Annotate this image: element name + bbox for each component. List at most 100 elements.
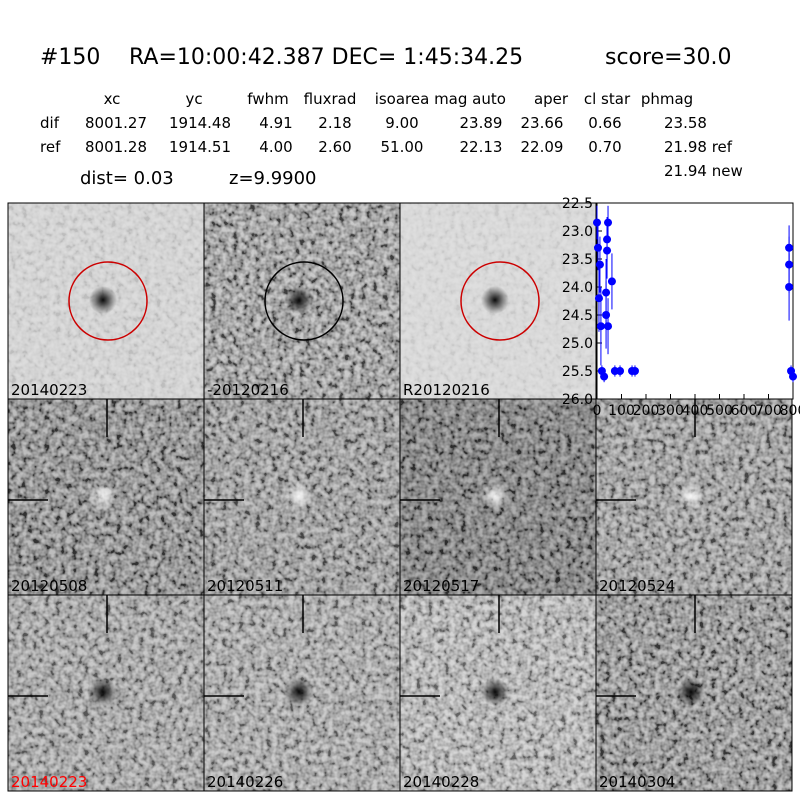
x-tick-label: 200: [633, 403, 660, 419]
y-tick-label: 25.5: [562, 364, 593, 380]
x-tick-label: 100: [608, 403, 635, 419]
data-point: [602, 311, 611, 319]
image-grid: 20140223 -20120216 R20120216 20120508 201205…: [7, 202, 793, 792]
y-tick-label: 23.5: [562, 252, 593, 268]
phmag-new: 21.94 new: [664, 162, 743, 180]
row-label: ref: [40, 138, 61, 156]
data-point: [785, 283, 794, 291]
data-point: [600, 372, 609, 381]
tile-label: -20120216: [207, 381, 289, 399]
table-cell: 8001.27: [85, 114, 147, 132]
column-header: fluxrad: [304, 90, 357, 108]
table-cell: 23.89: [460, 114, 503, 132]
image-tile: 20140304: [595, 594, 793, 792]
image-tile: 20140226: [203, 594, 401, 792]
data-point: [604, 218, 613, 227]
table-cell: 4.91: [259, 114, 292, 132]
source: [481, 678, 509, 706]
coordinates: RA=10:00:42.387 DEC= 1:45:34.25: [129, 45, 523, 70]
tile-label: 20140223: [11, 773, 87, 791]
table-cell: 1914.48: [169, 114, 231, 132]
y-tick-label: 26.0: [562, 392, 593, 408]
source: [89, 286, 117, 314]
image-tile: 20120524: [595, 398, 793, 596]
tile-label: 20140304: [599, 773, 675, 791]
table-cell: 2.60: [318, 138, 351, 156]
x-tick-label: 500: [706, 403, 733, 419]
tile-label: 20140226: [207, 773, 283, 791]
data-point: [594, 294, 603, 303]
image-tile: 20140228: [399, 594, 597, 792]
y-tick-label: 24.0: [562, 280, 593, 296]
score: score=30.0: [605, 45, 732, 70]
x-tick-label: 400: [682, 403, 709, 419]
table-cell: 22.13: [460, 138, 503, 156]
source: [677, 482, 705, 510]
x-tick-label: 600: [731, 403, 758, 419]
tile-label: 20140228: [403, 773, 479, 791]
image-tile: 20120517: [399, 398, 597, 596]
image-tile: 20120511: [203, 398, 401, 596]
tile-label: R20120216: [403, 381, 490, 399]
data-point: [593, 243, 602, 252]
column-header: cl star: [584, 90, 631, 108]
source: [285, 482, 313, 510]
table-cell: 8001.28: [85, 138, 147, 156]
tile-label: 20120524: [599, 577, 675, 595]
distance: dist= 0.03: [80, 168, 174, 189]
table-cell: 21.98 ref: [664, 138, 733, 156]
aperture-circle: [68, 261, 148, 341]
source: [481, 286, 509, 314]
table-cell: 4.00: [259, 138, 292, 156]
source: [285, 286, 313, 314]
table-cell: 2.18: [318, 114, 351, 132]
y-tick-label: 24.5: [562, 308, 593, 324]
source: [285, 678, 313, 706]
image-tile: 20140223: [7, 202, 205, 400]
data-point: [789, 372, 797, 381]
image-tile: 20140223: [7, 594, 205, 792]
x-tick-label: 800: [780, 403, 800, 419]
table-cell: 1914.51: [169, 138, 231, 156]
data-point: [607, 277, 616, 286]
data-point: [630, 367, 639, 375]
data-point: [616, 367, 625, 375]
image-tile: R20120216: [399, 202, 597, 400]
column-header: yc: [185, 90, 202, 108]
data-point: [604, 322, 613, 331]
column-header: isoarea: [375, 90, 430, 108]
column-header: mag auto: [434, 90, 506, 108]
source: [89, 678, 117, 706]
tile-label: 20120508: [11, 577, 87, 595]
object-id: #150: [40, 45, 100, 70]
source: [677, 678, 705, 706]
column-header: aper: [534, 90, 569, 108]
x-tick-label: 300: [657, 403, 684, 419]
x-tick-label: 700: [755, 403, 782, 419]
table-cell: 9.00: [385, 114, 418, 132]
data-point: [603, 246, 612, 255]
light-curve: 22.5 23.0 23.5 24.0 24.5 25.0 25.5 26.00 1002003…: [562, 196, 800, 419]
y-tick-label: 22.5: [562, 196, 593, 212]
data-point: [593, 218, 601, 227]
column-header: fwhm: [247, 90, 288, 108]
aperture-circle: [264, 261, 344, 341]
y-tick-label: 23.0: [562, 224, 593, 240]
tile-label: 20140223: [11, 381, 87, 399]
data-point: [595, 260, 604, 269]
y-tick-label: 25.0: [562, 336, 593, 352]
column-header: xc: [104, 90, 121, 108]
x-tick-label: 0: [593, 403, 602, 419]
image-tile: 20120508: [7, 398, 205, 596]
source: [89, 482, 117, 510]
aperture-circle: [460, 261, 540, 341]
table-cell: 23.58: [664, 114, 707, 132]
image-tile: -20120216: [203, 202, 401, 400]
column-header: phmag: [641, 90, 693, 108]
table-cell: 22.09: [521, 138, 564, 156]
table-cell: 0.70: [588, 138, 621, 156]
table-cell: 0.66: [588, 114, 621, 132]
tile-label: 20120511: [207, 577, 283, 595]
row-label: dif: [40, 114, 60, 132]
